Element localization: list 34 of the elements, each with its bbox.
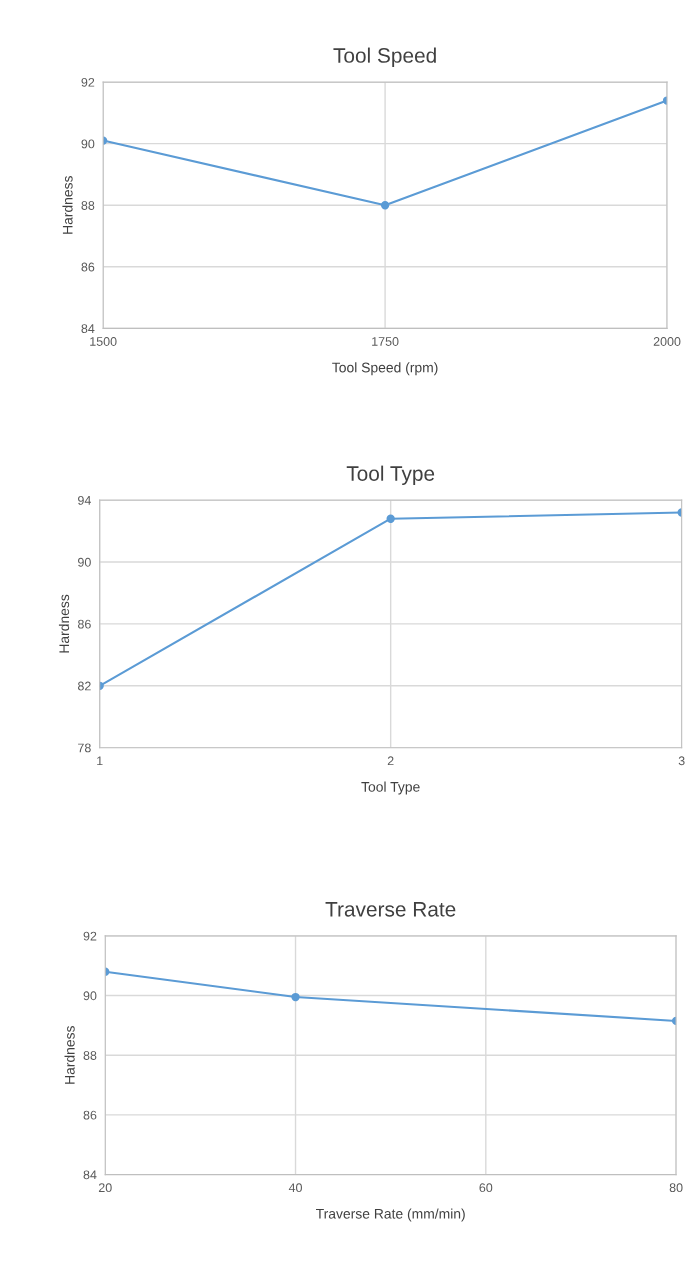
x-tick-label: 40 <box>288 1183 302 1193</box>
x-tick-label: 2000 <box>653 337 681 346</box>
x-tick-label: 60 <box>479 1183 493 1193</box>
y-tick-label: 82 <box>77 681 91 691</box>
y-tick-label: 88 <box>83 1051 97 1060</box>
y-tick-label: 78 <box>78 743 91 753</box>
x-tick-label: 3 <box>678 756 685 766</box>
y-tick-label: 90 <box>81 139 95 149</box>
y-tick-label: 86 <box>77 619 91 629</box>
x-axis-title: Traverse Rate (mm/min) <box>316 1208 465 1222</box>
x-axis-title: Tool Type <box>361 781 420 795</box>
y-tick-label: 84 <box>81 324 95 334</box>
y-tick-label: 92 <box>81 77 95 87</box>
x-tick-label: 20 <box>98 1183 112 1193</box>
y-tick-label: 88 <box>81 201 95 210</box>
y-tick-label: 90 <box>78 557 91 567</box>
x-tick-label: 1750 <box>372 337 399 346</box>
y-tick-label: 86 <box>83 1110 97 1120</box>
y-axis-title: Hardness <box>64 1026 75 1084</box>
y-tick-label: 90 <box>83 991 97 1001</box>
chart-title: Tool Speed <box>333 47 436 67</box>
x-tick-label: 80 <box>669 1183 683 1193</box>
y-axis-title: Hardness <box>58 594 70 653</box>
y-tick-label: 92 <box>83 931 97 941</box>
x-tick-label: 2 <box>387 756 394 766</box>
x-tick-label: 1 <box>97 756 103 766</box>
x-axis-title: Tool Speed (rpm) <box>332 362 438 376</box>
y-axis-title: Hardness <box>62 176 73 234</box>
chart-title: Traverse Rate <box>325 902 456 917</box>
y-tick-label: 84 <box>83 1170 97 1180</box>
chart-title: Tool Type <box>346 465 435 486</box>
x-tick-label: 1500 <box>90 337 117 346</box>
y-tick-label: 94 <box>78 495 91 505</box>
y-tick-label: 86 <box>81 262 95 272</box>
